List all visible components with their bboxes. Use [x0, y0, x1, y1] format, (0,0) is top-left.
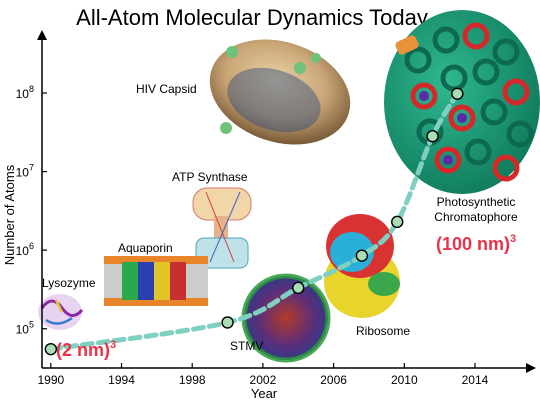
- ribosome-illustration: [324, 214, 400, 318]
- hiv-capsid-label: HIV Capsid: [136, 82, 197, 96]
- chart-title: All-Atom Molecular Dynamics Today: [76, 5, 428, 30]
- ribosome-label: Ribosome: [356, 324, 410, 338]
- chromatophore-ring: [464, 138, 492, 166]
- stmv-label: STMV: [230, 339, 263, 353]
- x-tick-label: 1998: [179, 373, 206, 387]
- chromatophore-ring: [432, 26, 460, 54]
- y-tick-label: 105: [16, 320, 34, 337]
- chromatophore-core: [443, 155, 453, 165]
- chromatophore-ring: [448, 104, 476, 132]
- chromatophore-illustration: [384, 10, 540, 194]
- y-tick-label: 108: [16, 84, 34, 101]
- size-small-label: (2 nm)3: [56, 339, 116, 360]
- x-tick-label: 1994: [108, 373, 135, 387]
- atp-synthase-label: ATP Synthase: [172, 170, 248, 184]
- aquaporin-label: Aquaporin: [118, 241, 173, 255]
- y-axis-label: Number of Atoms: [2, 164, 17, 265]
- chromatophore-ring: [480, 98, 508, 126]
- y-ticks: 105 106 107 108: [16, 84, 47, 337]
- x-tick-label: 2014: [462, 373, 489, 387]
- x-ticks: 1990 1994 1998 2002 2006 2010 2014: [37, 363, 489, 387]
- chromatophore-ring: [404, 46, 432, 74]
- lysozyme-label: Lysozyme: [42, 276, 96, 290]
- chromatophore-ring: [462, 22, 490, 50]
- x-tick-label: 2010: [391, 373, 418, 387]
- data-point: [355, 249, 369, 262]
- data-point: [221, 316, 234, 329]
- data-points: [44, 87, 464, 356]
- x-tick-label: 2002: [250, 373, 277, 387]
- x-tick-label: 2006: [320, 373, 347, 387]
- chromatophore-ring: [492, 38, 520, 66]
- data-point: [292, 281, 305, 295]
- data-point: [391, 215, 404, 229]
- chromatophore-core: [457, 113, 467, 123]
- hiv-capsid-illustration: [209, 39, 351, 145]
- chromatophore-ring: [492, 154, 520, 182]
- chromatophore-core: [419, 91, 429, 101]
- y-tick-label: 107: [16, 163, 34, 180]
- chromatophore-ring: [502, 78, 530, 106]
- data-point: [426, 130, 439, 143]
- chromatophore-label-line1: Photosynthetic: [437, 195, 516, 209]
- chromatophore-label-line2: Chromatophore: [434, 210, 518, 224]
- aquaporin-illustration: [104, 256, 208, 306]
- trend-line: [48, 91, 460, 352]
- chromatophore-ring: [410, 82, 438, 110]
- size-large-label: (100 nm)3: [436, 233, 516, 254]
- data-point: [44, 342, 58, 356]
- chromatophore-ring: [434, 146, 462, 174]
- chromatophore-ring: [472, 58, 500, 86]
- y-tick-label: 106: [16, 241, 34, 258]
- y-axis-arrow: [37, 30, 47, 40]
- lysozyme-illustration: [38, 294, 84, 330]
- x-tick-label: 1990: [37, 373, 64, 387]
- x-axis-arrow: [526, 363, 536, 373]
- x-axis-label: Year: [251, 386, 278, 401]
- data-point: [451, 87, 464, 100]
- chromatophore-ring: [506, 120, 534, 148]
- atp-synthase-illustration: [192, 187, 252, 269]
